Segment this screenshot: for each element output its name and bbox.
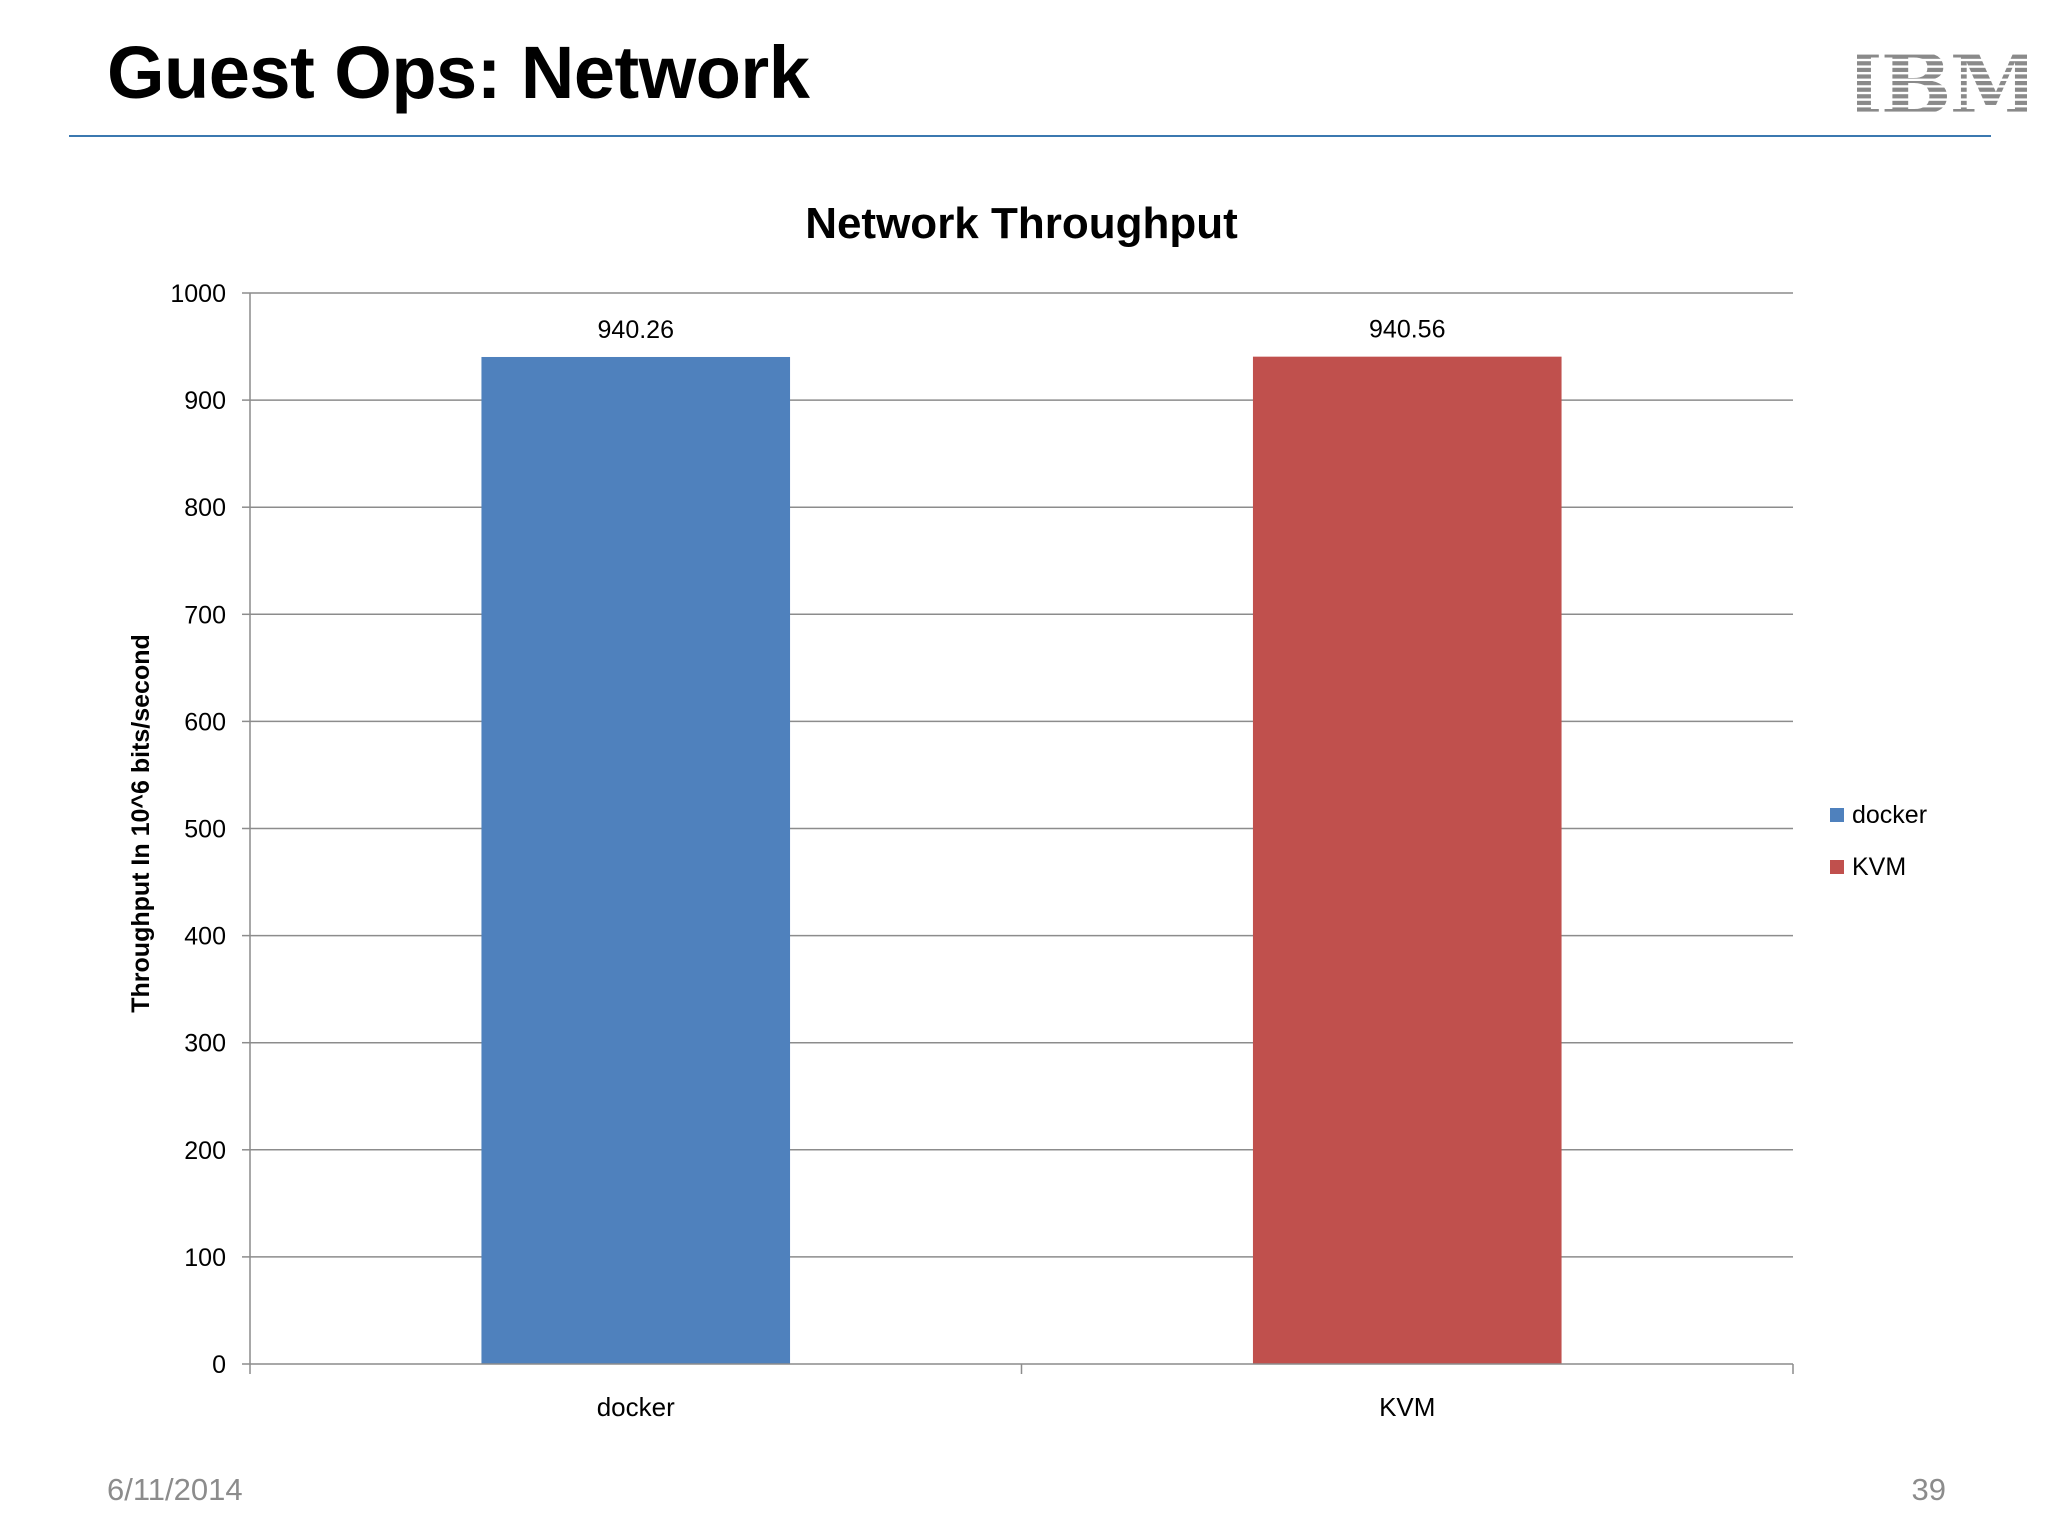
y-tick-label: 1000 [170,280,226,308]
data-label: 940.56 [1369,316,1445,344]
legend-swatch-kvm [1830,860,1844,874]
axes [242,292,1794,1374]
y-tick-label: 600 [184,708,226,736]
legend-item-kvm: KVM [1830,852,1927,882]
bar-kvm [1252,356,1562,1364]
data-label: 940.26 [598,316,674,344]
y-tick-label: 300 [184,1030,226,1058]
legend-item-docker: docker [1830,800,1927,830]
labels: 0 100 200 300 400 500 600 700 800 900 1000 940.26 do… [127,199,1445,1422]
bars [481,356,1562,1364]
y-tick-label: 200 [184,1137,226,1165]
y-tick-label: 500 [184,816,226,844]
slide-title: Guest Ops: Network [107,31,810,114]
y-tick-label: 400 [184,923,226,951]
title-divider [69,135,1991,137]
footer-page-number: 39 [1911,1472,1946,1507]
legend-label-kvm: KVM [1852,852,1907,881]
y-tick-label: 0 [212,1351,226,1379]
x-category-label: KVM [1379,1392,1435,1422]
legend-label-docker: docker [1852,800,1928,829]
y-axis-label: Throughput In 10^6 bits/second [127,634,155,1013]
chart-title: Network Throughput [805,199,1238,248]
x-category-label: docker [597,1392,675,1422]
bar-docker [481,356,791,1364]
ibm-logo: IBM [1857,48,2027,120]
y-tick-label: 800 [184,494,226,522]
footer-date: 6/11/2014 [107,1472,243,1507]
y-tick-label: 900 [184,387,226,415]
svg-text:IBM: IBM [1857,48,2027,120]
legend-swatch-docker [1830,808,1844,822]
y-tick-label: 700 [184,601,226,629]
y-tick-label: 100 [184,1244,226,1272]
chart-legend: docker KVM [1830,800,1927,904]
